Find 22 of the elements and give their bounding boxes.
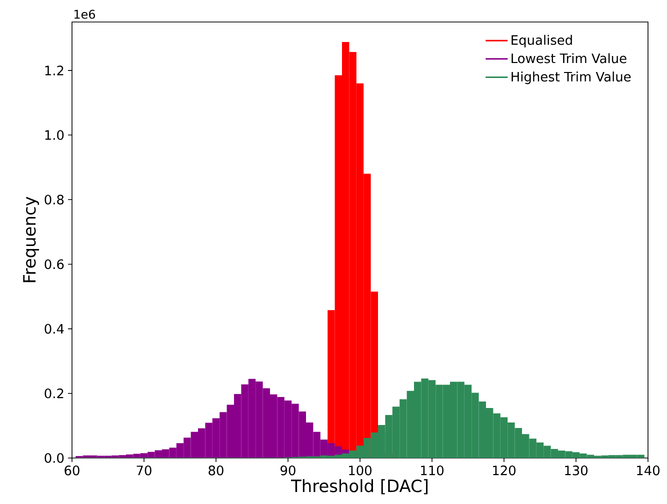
x-axis-title: Threshold [DAC] bbox=[290, 479, 428, 494]
x-tick-label: 120 bbox=[493, 466, 516, 476]
x-tick-label: 100 bbox=[349, 466, 372, 476]
legend-label: Highest Trim Value bbox=[512, 72, 631, 84]
y-tick-label: 0.8 bbox=[44, 194, 64, 205]
y-tick-label: 0.0 bbox=[44, 453, 64, 463]
legend-label: Lowest Trim Value bbox=[512, 53, 626, 64]
text: 1e6 bbox=[74, 10, 96, 19]
y-tick-label: 1.0 bbox=[45, 130, 64, 140]
legend-label: Equalised bbox=[512, 34, 572, 48]
x-tick-label: 130 bbox=[565, 466, 588, 476]
x-tick-label: 110 bbox=[421, 466, 444, 476]
x-tick-label: 140 bbox=[637, 466, 660, 476]
y-tick-label: 1.2 bbox=[45, 66, 64, 76]
y-axis-title: Frequency bbox=[23, 196, 40, 282]
x-tick-label: 90 bbox=[280, 466, 296, 476]
x-tick-label: 70 bbox=[136, 466, 152, 476]
y-tick-label: 0.2 bbox=[44, 388, 64, 398]
y-tick-label: 0.4 bbox=[44, 324, 64, 334]
x-tick-label: 60 bbox=[64, 466, 80, 476]
x-tick-label: 80 bbox=[208, 466, 224, 476]
y-tick-label: 0.6 bbox=[44, 259, 64, 270]
